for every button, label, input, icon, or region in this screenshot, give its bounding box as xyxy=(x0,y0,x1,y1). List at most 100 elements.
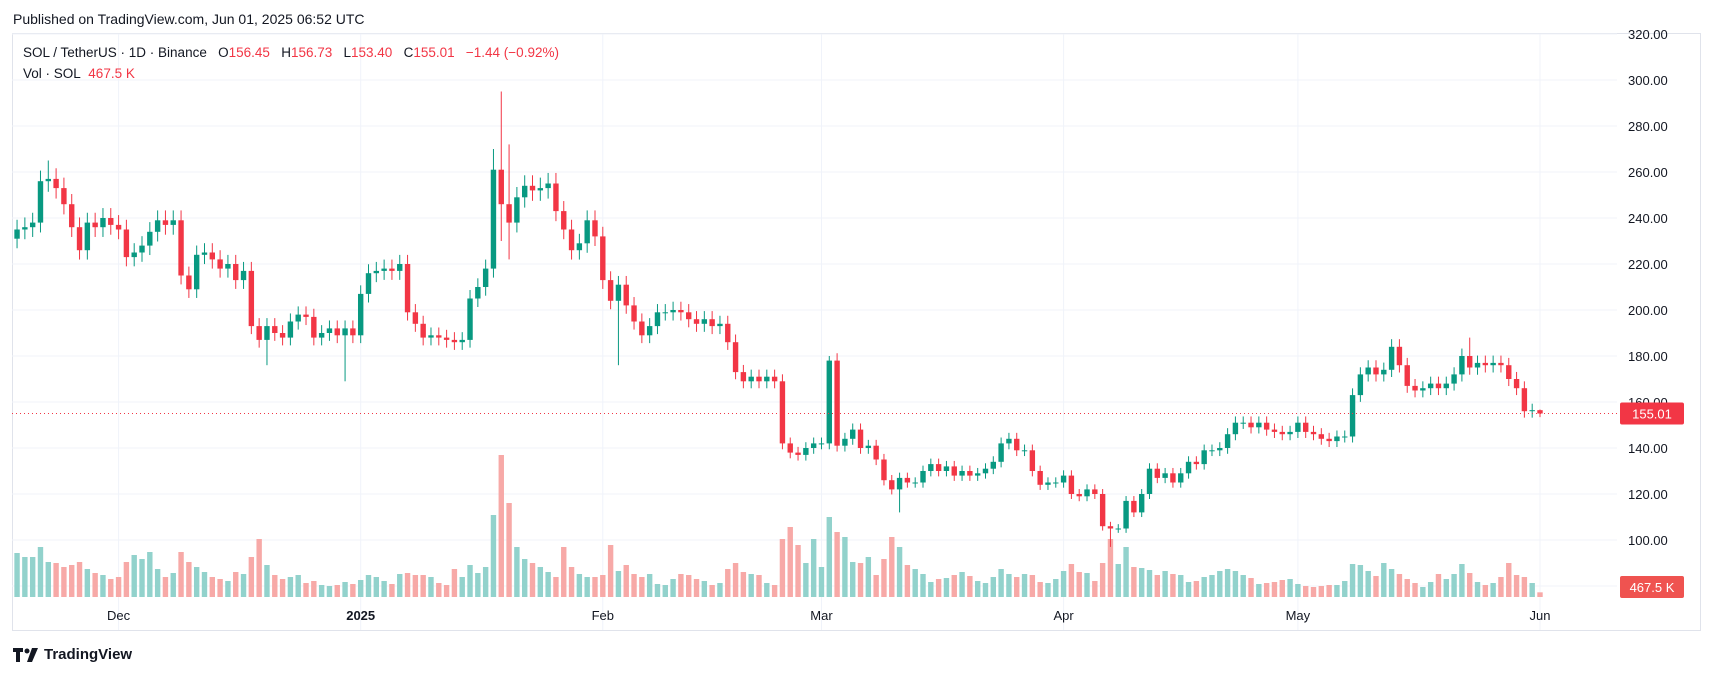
candle xyxy=(889,474,895,495)
candle xyxy=(951,460,957,481)
candle-body xyxy=(272,326,278,333)
candle xyxy=(1295,416,1301,438)
candle-body xyxy=(108,218,114,225)
candle xyxy=(397,254,403,280)
volume-bar xyxy=(1459,564,1465,597)
candle xyxy=(834,353,840,452)
candle xyxy=(482,259,489,296)
volume-bar xyxy=(69,565,75,597)
candle xyxy=(654,304,661,335)
volume-bar xyxy=(1068,564,1075,597)
volume-bar xyxy=(998,569,1004,597)
candle xyxy=(248,261,255,335)
volume-bar xyxy=(662,585,668,597)
volume-bar xyxy=(1388,569,1395,597)
candle xyxy=(436,327,442,346)
volume-bar xyxy=(373,577,380,597)
candle xyxy=(154,210,161,242)
candle xyxy=(1045,477,1051,490)
volume-bar xyxy=(1045,583,1051,597)
candle xyxy=(1490,355,1496,373)
candle-body xyxy=(1334,436,1340,442)
volume-bar xyxy=(475,573,481,597)
candle-body xyxy=(537,188,544,191)
volume-bar xyxy=(209,577,215,597)
footer-brand-text: TradingView xyxy=(44,646,133,663)
candle xyxy=(100,208,106,237)
last-price-label: 155.01 xyxy=(1632,406,1672,421)
low-value: 153.40 xyxy=(351,45,393,60)
volume-bar xyxy=(1170,574,1176,597)
candle xyxy=(1162,467,1168,484)
candle-body xyxy=(1404,365,1410,386)
candle-body xyxy=(959,471,965,476)
volume-bar xyxy=(1146,570,1153,597)
candle-body xyxy=(1170,473,1176,483)
candle-body xyxy=(1349,395,1356,437)
candle xyxy=(818,437,825,450)
candle-body xyxy=(756,376,762,382)
volume-bar xyxy=(623,565,629,597)
candle xyxy=(982,463,989,479)
candle-body xyxy=(1443,383,1449,389)
candle xyxy=(1435,376,1442,396)
volume-bar xyxy=(1482,585,1489,597)
candle xyxy=(1271,423,1278,438)
candle xyxy=(1006,432,1012,450)
volume-bar xyxy=(1529,583,1535,597)
volume-bar xyxy=(990,577,996,597)
volume-bar xyxy=(303,583,309,597)
volume-bar xyxy=(381,581,387,597)
volume-bar xyxy=(779,539,786,597)
candle-body xyxy=(69,204,75,228)
volume-bar xyxy=(545,572,551,597)
candle xyxy=(1396,339,1403,373)
candle xyxy=(303,306,309,326)
volume-bar xyxy=(1537,592,1543,597)
candle-body xyxy=(459,339,465,343)
candle-body xyxy=(233,264,239,281)
volume-bar xyxy=(490,515,497,597)
candle xyxy=(29,212,36,237)
candle xyxy=(1014,432,1020,457)
candle-body xyxy=(1107,526,1114,529)
candle-body xyxy=(1521,388,1528,412)
volume-title[interactable]: Vol · SOL xyxy=(23,66,81,81)
candle-body xyxy=(201,252,208,255)
candle xyxy=(1404,357,1410,393)
volume-bar xyxy=(1006,574,1012,597)
footer-brand[interactable]: TradingView xyxy=(13,646,132,663)
volume-bar xyxy=(1263,583,1270,597)
price-axis: 320.00 300.00 280.00 260.00 240.00 220.00 200.… xyxy=(1628,27,1668,548)
candle-body xyxy=(982,468,989,474)
candle-body xyxy=(92,222,98,228)
candle xyxy=(131,243,137,267)
volume-bar xyxy=(1279,580,1285,597)
candle xyxy=(1224,428,1231,454)
candle-body xyxy=(818,443,825,445)
y-tick-label: 300.00 xyxy=(1628,73,1668,88)
candle-body xyxy=(670,310,676,313)
candle-body xyxy=(350,328,356,336)
volume-bar xyxy=(1240,575,1246,597)
candle-body xyxy=(607,280,614,301)
symbol-title[interactable]: SOL / TetherUS · 1D · Binance xyxy=(23,45,207,60)
candle-body xyxy=(1388,346,1395,370)
candle xyxy=(1060,470,1067,488)
volume-bar xyxy=(1076,572,1082,597)
candle xyxy=(1513,371,1520,396)
candle xyxy=(678,301,684,321)
candle xyxy=(1115,524,1121,533)
volume-bar xyxy=(1099,563,1106,597)
candle-body xyxy=(37,181,44,223)
volume-bar xyxy=(22,557,28,597)
candle-body xyxy=(490,169,497,269)
x-tick-label: May xyxy=(1286,608,1311,623)
candle xyxy=(537,177,544,201)
candle xyxy=(850,423,856,445)
open-label: O xyxy=(218,45,229,60)
candle xyxy=(1521,381,1528,418)
volume-bar xyxy=(350,584,356,597)
volume-bar xyxy=(256,539,262,597)
